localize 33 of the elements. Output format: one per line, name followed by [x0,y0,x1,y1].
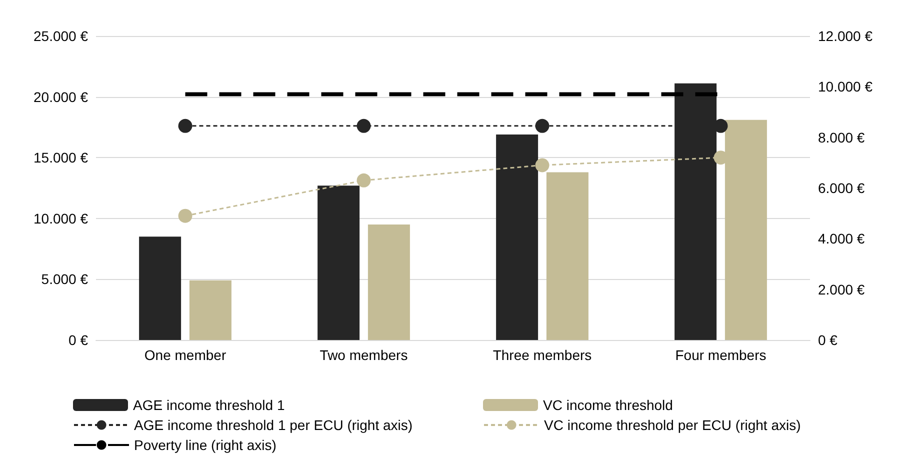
y-tick-label: 25.000 € [34,28,88,44]
point [178,118,192,133]
point [356,118,371,133]
x-tick-label: Four members [675,347,766,363]
legend-label: VC income threshold [543,397,673,413]
y-tick-label: 20.000 € [34,88,88,105]
y-tick-label: 15.000 € [34,150,88,166]
legend-label: AGE income threshold 1 [133,397,285,413]
point [535,118,550,133]
y2-tick-label: 10.000 € [818,78,873,95]
y2-tick-label: 0 € [818,332,838,348]
x-tick-label: Three members [492,347,592,363]
legend-label: Poverty line (right axis) [134,437,276,453]
y-tick-label: 5.000 € [41,271,88,288]
bar [318,186,360,340]
y2-tick-label: 12.000 € [818,28,873,44]
point [535,158,550,172]
y-tick-label: 10.000 € [34,210,88,226]
y2-tick-label: 2.000 € [818,281,865,298]
legend-label: AGE income threshold 1 per ECU (right axis) [134,417,413,433]
y2-tick-label: 8.000 € [818,129,865,146]
legend-label: VC income threshold per ECU (right axis) [544,417,801,433]
x-tick-label: Two members [320,347,408,363]
bar [139,236,182,340]
y2-tick-label: 6.000 € [818,180,865,196]
bar [496,134,538,340]
bar [189,280,232,340]
x-tick-label: One member [144,347,226,363]
y-tick-label: 0 € [68,332,88,348]
point [178,208,192,223]
y2-tick-label: 4.000 € [818,230,865,247]
point [356,173,371,188]
bar [368,224,410,340]
